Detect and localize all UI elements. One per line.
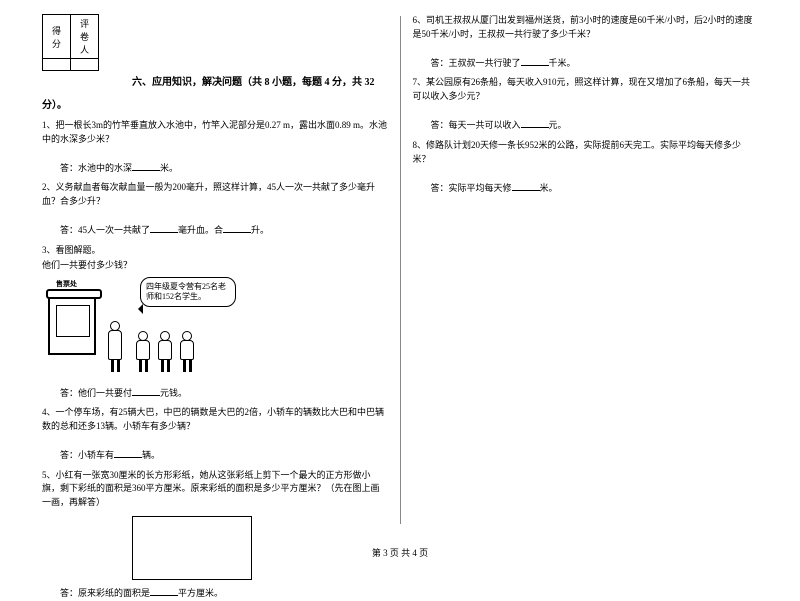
question-8: 8、修路队计划20天修一条长952米的公路，实际提前6天完工。实际平均每天修多少… (413, 139, 759, 167)
answer-4: 答：小轿车有 辆。 (60, 448, 388, 463)
answer-2-blank2 (223, 223, 251, 233)
question-7: 7、某公园原有26条船，每天收入910元，照这样计算，现在又增加了6条船，每天一… (413, 76, 759, 104)
question-1: 1、把一根长3m的竹竿垂直放入水池中，竹竿入泥部分是0.27 m，露出水面0.8… (42, 119, 388, 147)
booth-roof (46, 289, 102, 299)
answer-5: 答：原来彩纸的面积是 平方厘米。 (60, 586, 388, 601)
answer-1-pre: 答：水池中的水深 (60, 163, 132, 173)
answer-3-post: 元钱。 (160, 388, 187, 398)
answer-2-mid: 毫升血。合 (178, 225, 223, 235)
answer-6: 答：王叔叔一共行驶了 千米。 (431, 56, 759, 71)
section-title-line1: 六、应用知识，解决问题（共 8 小题，每题 4 分，共 32 (42, 75, 388, 90)
answer-8-pre: 答：实际平均每天修 (431, 183, 512, 193)
student-figure-3 (178, 331, 196, 372)
answer-3-pre: 答：他们一共要付 (60, 388, 132, 398)
ticket-booth: 售票处 (48, 295, 96, 355)
score-table: 得分 评卷人 (42, 14, 99, 71)
legs-icon (106, 360, 124, 372)
answer-2-post: 升。 (251, 225, 269, 235)
answer-1-blank (132, 161, 160, 171)
page-columns: 得分 评卷人 六、应用知识，解决问题（共 8 小题，每题 4 分，共 32 分）… (30, 14, 770, 524)
answer-8-post: 米。 (540, 183, 558, 193)
answer-8-blank (512, 181, 540, 191)
answer-4-pre: 答：小轿车有 (60, 450, 114, 460)
illustration: 售票处 四年级夏令营有25名老师和152名学生。 (48, 277, 238, 372)
score-header-grader: 评卷人 (71, 15, 99, 59)
answer-7: 答：每天一共可以收入 元。 (431, 118, 759, 133)
answer-1: 答：水池中的水深 米。 (60, 161, 388, 176)
body-icon (108, 330, 122, 360)
right-column: 6、司机王叔叔从厦门出发到福州送货，前3小时的速度是60千米/小时，后2小时的速… (401, 14, 771, 524)
score-header-score: 得分 (43, 15, 71, 59)
answer-7-pre: 答：每天一共可以收入 (431, 120, 521, 130)
question-3b: 他们一共要付多少钱？ (42, 259, 388, 273)
answer-6-post: 千米。 (549, 58, 576, 68)
booth-sign: 售票处 (56, 279, 77, 289)
answer-2-pre: 答：45人一次一共献了 (60, 225, 150, 235)
answer-5-blank (150, 586, 178, 596)
answer-2: 答：45人一次一共献了 毫升血。合 升。 (60, 223, 388, 238)
answer-8: 答：实际平均每天修 米。 (431, 181, 759, 196)
answer-5-post: 平方厘米。 (178, 588, 223, 598)
score-cell-grader (71, 59, 99, 71)
question-4: 4、一个停车场，有25辆大巴，中巴的辆数是大巴的2倍，小轿车的辆数比大巴和中巴辆… (42, 406, 388, 434)
question-2: 2、义务献血者每次献血量一般为200毫升，照这样计算，45人一次一共献了多少毫升… (42, 181, 388, 209)
score-cell-score (43, 59, 71, 71)
answer-6-pre: 答：王叔叔一共行驶了 (431, 58, 521, 68)
answer-4-post: 辆。 (142, 450, 160, 460)
answer-3-blank (132, 386, 160, 396)
question-6: 6、司机王叔叔从厦门出发到福州送货，前3小时的速度是60千米/小时，后2小时的速… (413, 14, 759, 42)
answer-6-blank (521, 56, 549, 66)
student-figure-1 (134, 331, 152, 372)
answer-1-post: 米。 (160, 163, 178, 173)
question-5: 5、小红有一张宽30厘米的长方形彩纸，她从这张彩纸上剪下一个最大的正方形做小旗，… (42, 469, 388, 511)
left-column: 得分 评卷人 六、应用知识，解决问题（共 8 小题，每题 4 分，共 32 分）… (30, 14, 400, 524)
student-figure-2 (156, 331, 174, 372)
question-3: 3、看图解题。 (42, 244, 388, 258)
speech-bubble: 四年级夏令营有25名老师和152名学生。 (140, 277, 236, 308)
section-title-line2: 分）。 (42, 98, 388, 113)
answer-7-blank (521, 118, 549, 128)
page-footer: 第 3 页 共 4 页 (0, 546, 800, 559)
answer-2-blank1 (150, 223, 178, 233)
teacher-figure (106, 321, 124, 372)
answer-4-blank (114, 448, 142, 458)
answer-5-pre: 答：原来彩纸的面积是 (60, 588, 150, 598)
section-title: 六、应用知识，解决问题（共 8 小题，每题 4 分，共 32 (42, 75, 388, 90)
booth-window (56, 305, 90, 337)
answer-3: 答：他们一共要付 元钱。 (60, 386, 388, 401)
answer-7-post: 元。 (549, 120, 567, 130)
